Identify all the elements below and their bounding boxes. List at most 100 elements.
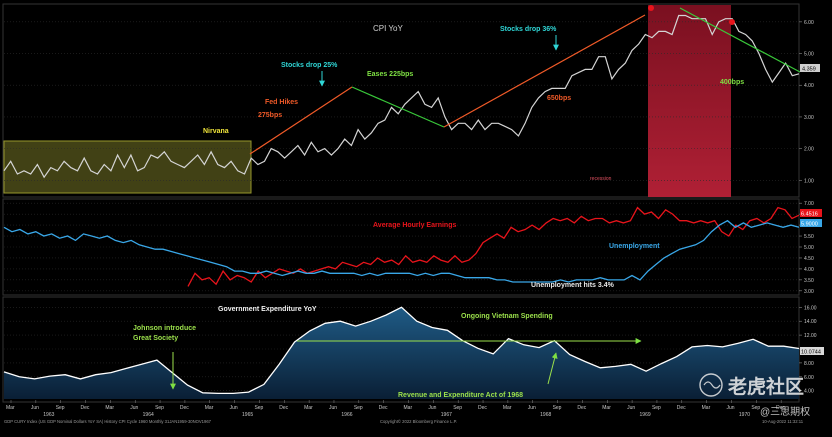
x-month-label: Jun	[428, 405, 436, 411]
cpi-gridlines	[4, 21, 799, 181]
x-month-label: Sep	[56, 405, 65, 411]
fed-hikes-label: Fed Hikes	[265, 99, 298, 106]
y-tick-label: 1.00	[804, 178, 814, 184]
x-month-label: Mar	[602, 405, 611, 411]
x-month-label: Mar	[105, 405, 114, 411]
x-month-label: Mar	[702, 405, 711, 411]
eases-400bps-label: 400bps	[720, 79, 744, 86]
x-month-label: Dec	[577, 405, 586, 411]
recession-label: recession	[590, 176, 612, 182]
x-year-label: 1970	[739, 412, 750, 418]
stocks-drop-36-label: Stocks drop 36%	[500, 26, 557, 33]
y-tick-label: 16.00	[804, 305, 817, 311]
gov-expenditure-area	[4, 307, 799, 399]
x-month-label: Dec	[677, 405, 686, 411]
peak-marker-1	[648, 5, 654, 11]
peak-marker-2	[729, 19, 735, 25]
y-tick-label: 3.00	[804, 115, 814, 121]
hikes-650-trend	[443, 14, 646, 128]
footer-left: GDP CURY Index (US GDP Nominal Dollars Y…	[4, 419, 212, 424]
x-month-label: Sep	[453, 405, 462, 411]
y-tick-label: 4.00	[804, 83, 814, 89]
x-month-label: Jun	[230, 405, 238, 411]
x-month-label: Sep	[254, 405, 263, 411]
hikes-650bps-label: 650bps	[547, 95, 571, 102]
y-tick-label: 7.00	[804, 201, 814, 207]
x-month-label: Mar	[304, 405, 313, 411]
x-year-label: 1967	[441, 412, 452, 418]
stocks-drop-25-label: Stocks drop 25%	[281, 62, 338, 69]
vietnam-spending-label: Ongoing Vietnam Spending	[461, 313, 553, 320]
average-hourly-earnings-line	[187, 206, 800, 287]
y-tick-label: 5.00	[804, 52, 814, 58]
gov-expenditure-title: Government Expenditure YoY	[218, 306, 317, 313]
x-month-label: Jun	[726, 405, 734, 411]
ahe-last-value-tag: 6.4516	[800, 209, 822, 218]
revenue-act-arrow	[547, 352, 558, 385]
x-month-label: Mar	[205, 405, 214, 411]
y-tick-label: 12.00	[804, 333, 817, 339]
hikes-275bps-label: 275bps	[258, 112, 282, 119]
y-tick-label: 6.00	[804, 375, 814, 381]
recession-shading	[648, 5, 731, 197]
svg-text:10.0744: 10.0744	[801, 350, 821, 356]
footer-center: Copyright© 2022 Bloomberg Finance L.P.	[380, 419, 457, 424]
nirvana-band	[3, 140, 252, 194]
cpi-right-axis: 1.00 2.00 3.00 4.00 5.00 6.00	[799, 20, 814, 184]
y-tick-label: 8.00	[804, 361, 814, 367]
x-month-label: Mar	[503, 405, 512, 411]
x-year-label: 1969	[640, 412, 651, 418]
y-tick-label: 4.50	[804, 256, 814, 262]
cpi-last-value-tag: 4.359	[800, 64, 820, 73]
watermark: 老虎社区 @三思期权	[699, 373, 810, 418]
y-tick-label: 6.00	[804, 20, 814, 26]
svg-text:6.4516: 6.4516	[801, 212, 818, 218]
watermark-subtext: @三思期权	[760, 405, 810, 418]
x-month-label: Mar	[404, 405, 413, 411]
x-month-label: Dec	[279, 405, 288, 411]
labor-gridlines	[4, 202, 799, 292]
y-tick-label: 14.00	[804, 319, 817, 325]
eases-400-trend	[679, 7, 801, 73]
tiger-logo-icon	[699, 373, 723, 397]
x-year-label: 1963	[43, 412, 54, 418]
unemployment-last-value-tag: 5.9000	[800, 219, 822, 228]
x-month-label: Jun	[329, 405, 337, 411]
cpi-title: CPI YoY	[373, 24, 403, 33]
x-year-label: 1965	[242, 412, 253, 418]
x-year-label: 1966	[341, 412, 352, 418]
unemployment-line	[3, 219, 800, 283]
gov-expenditure-line	[3, 306, 800, 395]
y-tick-label: 4.00	[804, 389, 814, 395]
y-tick-label: 5.50	[804, 234, 814, 240]
y-tick-label: 5.00	[804, 245, 814, 251]
fed-hikes-trend	[249, 86, 353, 155]
x-month-label: Dec	[379, 405, 388, 411]
great-society-label-2: Great Society	[133, 335, 178, 342]
x-month-label: Sep	[751, 405, 760, 411]
x-year-label: 1964	[143, 412, 154, 418]
x-month-label: Sep	[553, 405, 562, 411]
unemployment-label: Unemployment	[609, 243, 660, 250]
x-month-label: Mar	[6, 405, 15, 411]
unemployment-hits-label: Unemployment hits 3.4%	[531, 282, 615, 289]
x-month-label: Dec	[478, 405, 487, 411]
y-tick-label: 4.00	[804, 267, 814, 273]
y-tick-label: 3.50	[804, 278, 814, 284]
svg-text:4.359: 4.359	[802, 67, 816, 73]
y-tick-label: 3.00	[804, 289, 814, 295]
y-tick-label: 2.00	[804, 147, 814, 153]
eases-225bps-label: Eases 225bps	[367, 71, 413, 78]
x-month-label: Jun	[130, 405, 138, 411]
x-month-label: Sep	[155, 405, 164, 411]
eases-trend	[351, 86, 445, 128]
x-month-label: Dec	[180, 405, 189, 411]
x-month-label: Jun	[627, 405, 635, 411]
nirvana-label: Nirvana	[203, 128, 229, 135]
watermark-text: 老虎社区	[728, 375, 804, 398]
great-society-label-1: Johnson introduce	[133, 325, 196, 332]
x-month-label: Jun	[528, 405, 536, 411]
x-month-label: Jun	[31, 405, 39, 411]
